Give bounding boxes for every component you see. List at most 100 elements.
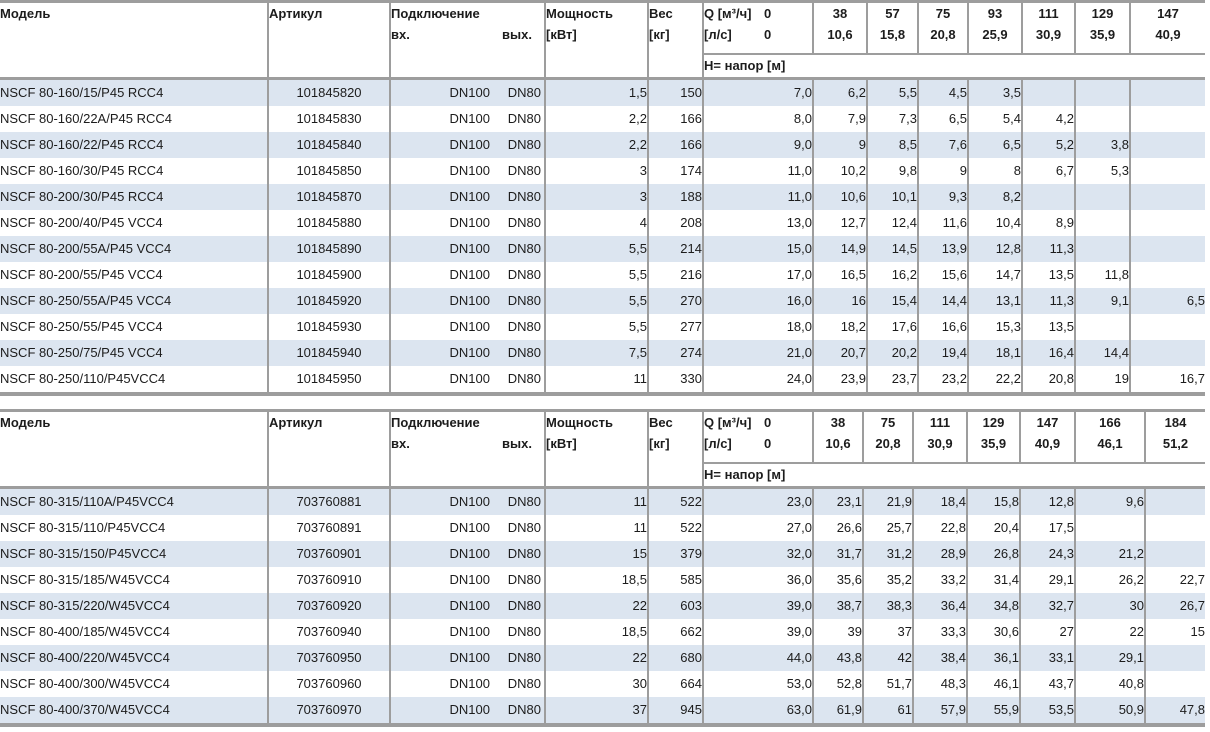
head-value-cell: 17,0 xyxy=(703,262,814,288)
head-value-cell: 22,8 xyxy=(913,515,968,541)
head-value-cell xyxy=(1075,210,1131,236)
flow-m3h: 129 xyxy=(1091,6,1114,21)
head-value-cell: 36,1 xyxy=(967,645,1021,671)
article-cell: 703760940 xyxy=(268,619,391,645)
head-value-cell xyxy=(1130,158,1205,184)
connection-cell: DN100 DN80 xyxy=(390,515,546,541)
weight-cell: 664 xyxy=(648,671,704,697)
model-cell: NSCF 80-160/22/P45 RCC4 xyxy=(0,132,269,158)
article-cell: 703760881 xyxy=(268,487,391,515)
inlet-value: DN100 xyxy=(449,494,490,509)
flow-ls: 30,9 xyxy=(927,436,953,451)
table-header: Модель Артикул Подключение вх. вых. Мощн… xyxy=(0,1,1205,80)
flow-unit-m3h: Q [м³/ч] xyxy=(704,6,752,21)
connection-cell: DN100 DN80 xyxy=(390,262,546,288)
head-value-cell: 13,5 xyxy=(1022,314,1076,340)
head-value-cell: 17,6 xyxy=(867,314,919,340)
head-value-cell: 21,0 xyxy=(703,340,814,366)
power-cell: 22 xyxy=(545,645,649,671)
flow-ls: 35,9 xyxy=(980,436,1007,451)
head-value-cell: 15,0 xyxy=(703,236,814,262)
model-cell: NSCF 80-400/220/W45VCC4 xyxy=(0,645,269,671)
head-value-cell: 6,5 xyxy=(1186,293,1205,308)
flow-ls: 40,9 xyxy=(1155,27,1181,42)
flow-m3h: 111 xyxy=(1038,6,1059,21)
head-value-cell: 7,6 xyxy=(918,132,969,158)
power-cell: 3 xyxy=(545,184,649,210)
head-value-cell: 13,5 xyxy=(1022,262,1076,288)
head-value-cell: 31,2 xyxy=(863,541,914,567)
head-value-cell: 20,2 xyxy=(867,340,919,366)
head-value-cell: 38,7 xyxy=(813,593,864,619)
outlet-value: DN80 xyxy=(507,494,541,509)
power-cell: 5,5 xyxy=(545,314,649,340)
weight-cell: 585 xyxy=(648,567,704,593)
article-cell: 101845930 xyxy=(268,314,391,340)
weight-cell: 662 xyxy=(648,619,704,645)
flow-ls: 10,6 xyxy=(827,27,853,42)
article-cell: 101845900 xyxy=(268,262,391,288)
table-row: NSCF 80-200/30/P45 RCC4 101845870 DN100 DN8… xyxy=(0,184,1205,210)
connection-cell: DN100 DN80 xyxy=(390,340,546,366)
head-value-cell: 7,9 xyxy=(813,106,868,132)
head-value-cell xyxy=(1130,210,1205,236)
model-cell: NSCF 80-315/185/W45VCC4 xyxy=(0,567,269,593)
header-row: Модель Артикул Подключение вх. вых. Мощн… xyxy=(0,410,1205,489)
head-value-cell: 27,0 xyxy=(703,515,814,541)
table-row: NSCF 80-250/55A/P45 VCC4 101845920 DN100 DN… xyxy=(0,288,1205,314)
inlet-value: DN100 xyxy=(449,163,490,178)
head-value-cell: 27 xyxy=(1020,619,1076,645)
head-value-cell: 9,1 xyxy=(1075,288,1131,314)
outlet-value: DN80 xyxy=(507,520,541,535)
head-value-cell: 39,0 xyxy=(703,619,814,645)
head-value-cell: 26,7 xyxy=(1179,598,1205,613)
flow-column-header: 147 40,9 xyxy=(1020,410,1076,464)
inlet-value: DN100 xyxy=(449,215,490,230)
head-value-cell: 19,4 xyxy=(918,340,969,366)
model-cell: NSCF 80-400/370/W45VCC4 xyxy=(0,697,269,725)
head-value-cell: 24,3 xyxy=(1020,541,1076,567)
article-cell: 101845880 xyxy=(268,210,391,236)
head-value-cell: 11,6 xyxy=(918,210,969,236)
connection-cell: DN100 DN80 xyxy=(390,541,546,567)
head-value-cell: 44,0 xyxy=(703,645,814,671)
connection-cell: DN100 DN80 xyxy=(390,106,546,132)
power-cell: 15 xyxy=(545,541,649,567)
outlet-value: DN80 xyxy=(507,267,541,282)
head-value-cell: 63,0 xyxy=(703,697,814,725)
model-cell: NSCF 80-160/15/P45 RCC4 xyxy=(0,78,269,106)
article-cell: 101845890 xyxy=(268,236,391,262)
flow-m3h: 147 xyxy=(1157,6,1179,21)
connection-label: Подключение xyxy=(391,6,480,21)
model-cell: NSCF 80-200/40/P45 VCC4 xyxy=(0,210,269,236)
flow-column-header: 111 30,9 xyxy=(913,410,968,464)
outlet-value: DN80 xyxy=(507,624,541,639)
flow-m3h: 129 xyxy=(982,415,1005,430)
head-value-cell: 53,5 xyxy=(1020,697,1076,725)
head-value-cell: 32,7 xyxy=(1020,593,1076,619)
head-value-cell: 57,9 xyxy=(913,697,968,725)
head-value-cell: 53,0 xyxy=(703,671,814,697)
head-value-cell: 24,0 xyxy=(703,366,814,394)
head-value-cell xyxy=(1145,541,1205,567)
model-cell: NSCF 80-200/55A/P45 VCC4 xyxy=(0,236,269,262)
head-value-cell: 6,2 xyxy=(813,78,868,106)
power-cell: 37 xyxy=(545,697,649,725)
head-value-cell: 29,1 xyxy=(1075,645,1146,671)
head-value-cell: 43,8 xyxy=(813,645,864,671)
weight-unit: [кг] xyxy=(649,27,670,42)
column-header-model: Модель xyxy=(0,410,269,489)
column-header-weight: Вес [кг] xyxy=(648,410,704,489)
head-value-cell: 23,1 xyxy=(813,487,864,515)
inlet-value: DN100 xyxy=(449,572,490,587)
head-value-cell: 61 xyxy=(863,697,914,725)
power-cell: 22 xyxy=(545,593,649,619)
head-value-cell xyxy=(1022,78,1076,106)
table-row: NSCF 80-400/185/W45VCC4 703760940 DN100 DN8… xyxy=(0,619,1205,645)
table-row: NSCF 80-160/22A/P45 RCC4 101845830 DN100 DN… xyxy=(0,106,1205,132)
weight-cell: 166 xyxy=(648,132,704,158)
model-cell: NSCF 80-250/110/P45VCC4 xyxy=(0,366,269,394)
head-value-cell: 40,8 xyxy=(1075,671,1146,697)
outlet-value: DN80 xyxy=(507,598,541,613)
article-cell: 101845870 xyxy=(268,184,391,210)
